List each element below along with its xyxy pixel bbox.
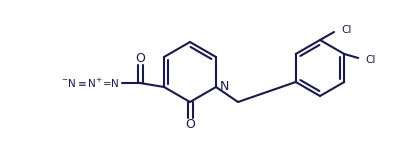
Text: $^{-}$N$\equiv$N$^{+}$=N: $^{-}$N$\equiv$N$^{+}$=N [61,76,119,90]
Text: Cl: Cl [341,25,351,35]
Text: O: O [135,52,145,66]
Text: O: O [185,117,195,130]
Text: N: N [220,81,229,93]
Text: Cl: Cl [365,55,376,65]
